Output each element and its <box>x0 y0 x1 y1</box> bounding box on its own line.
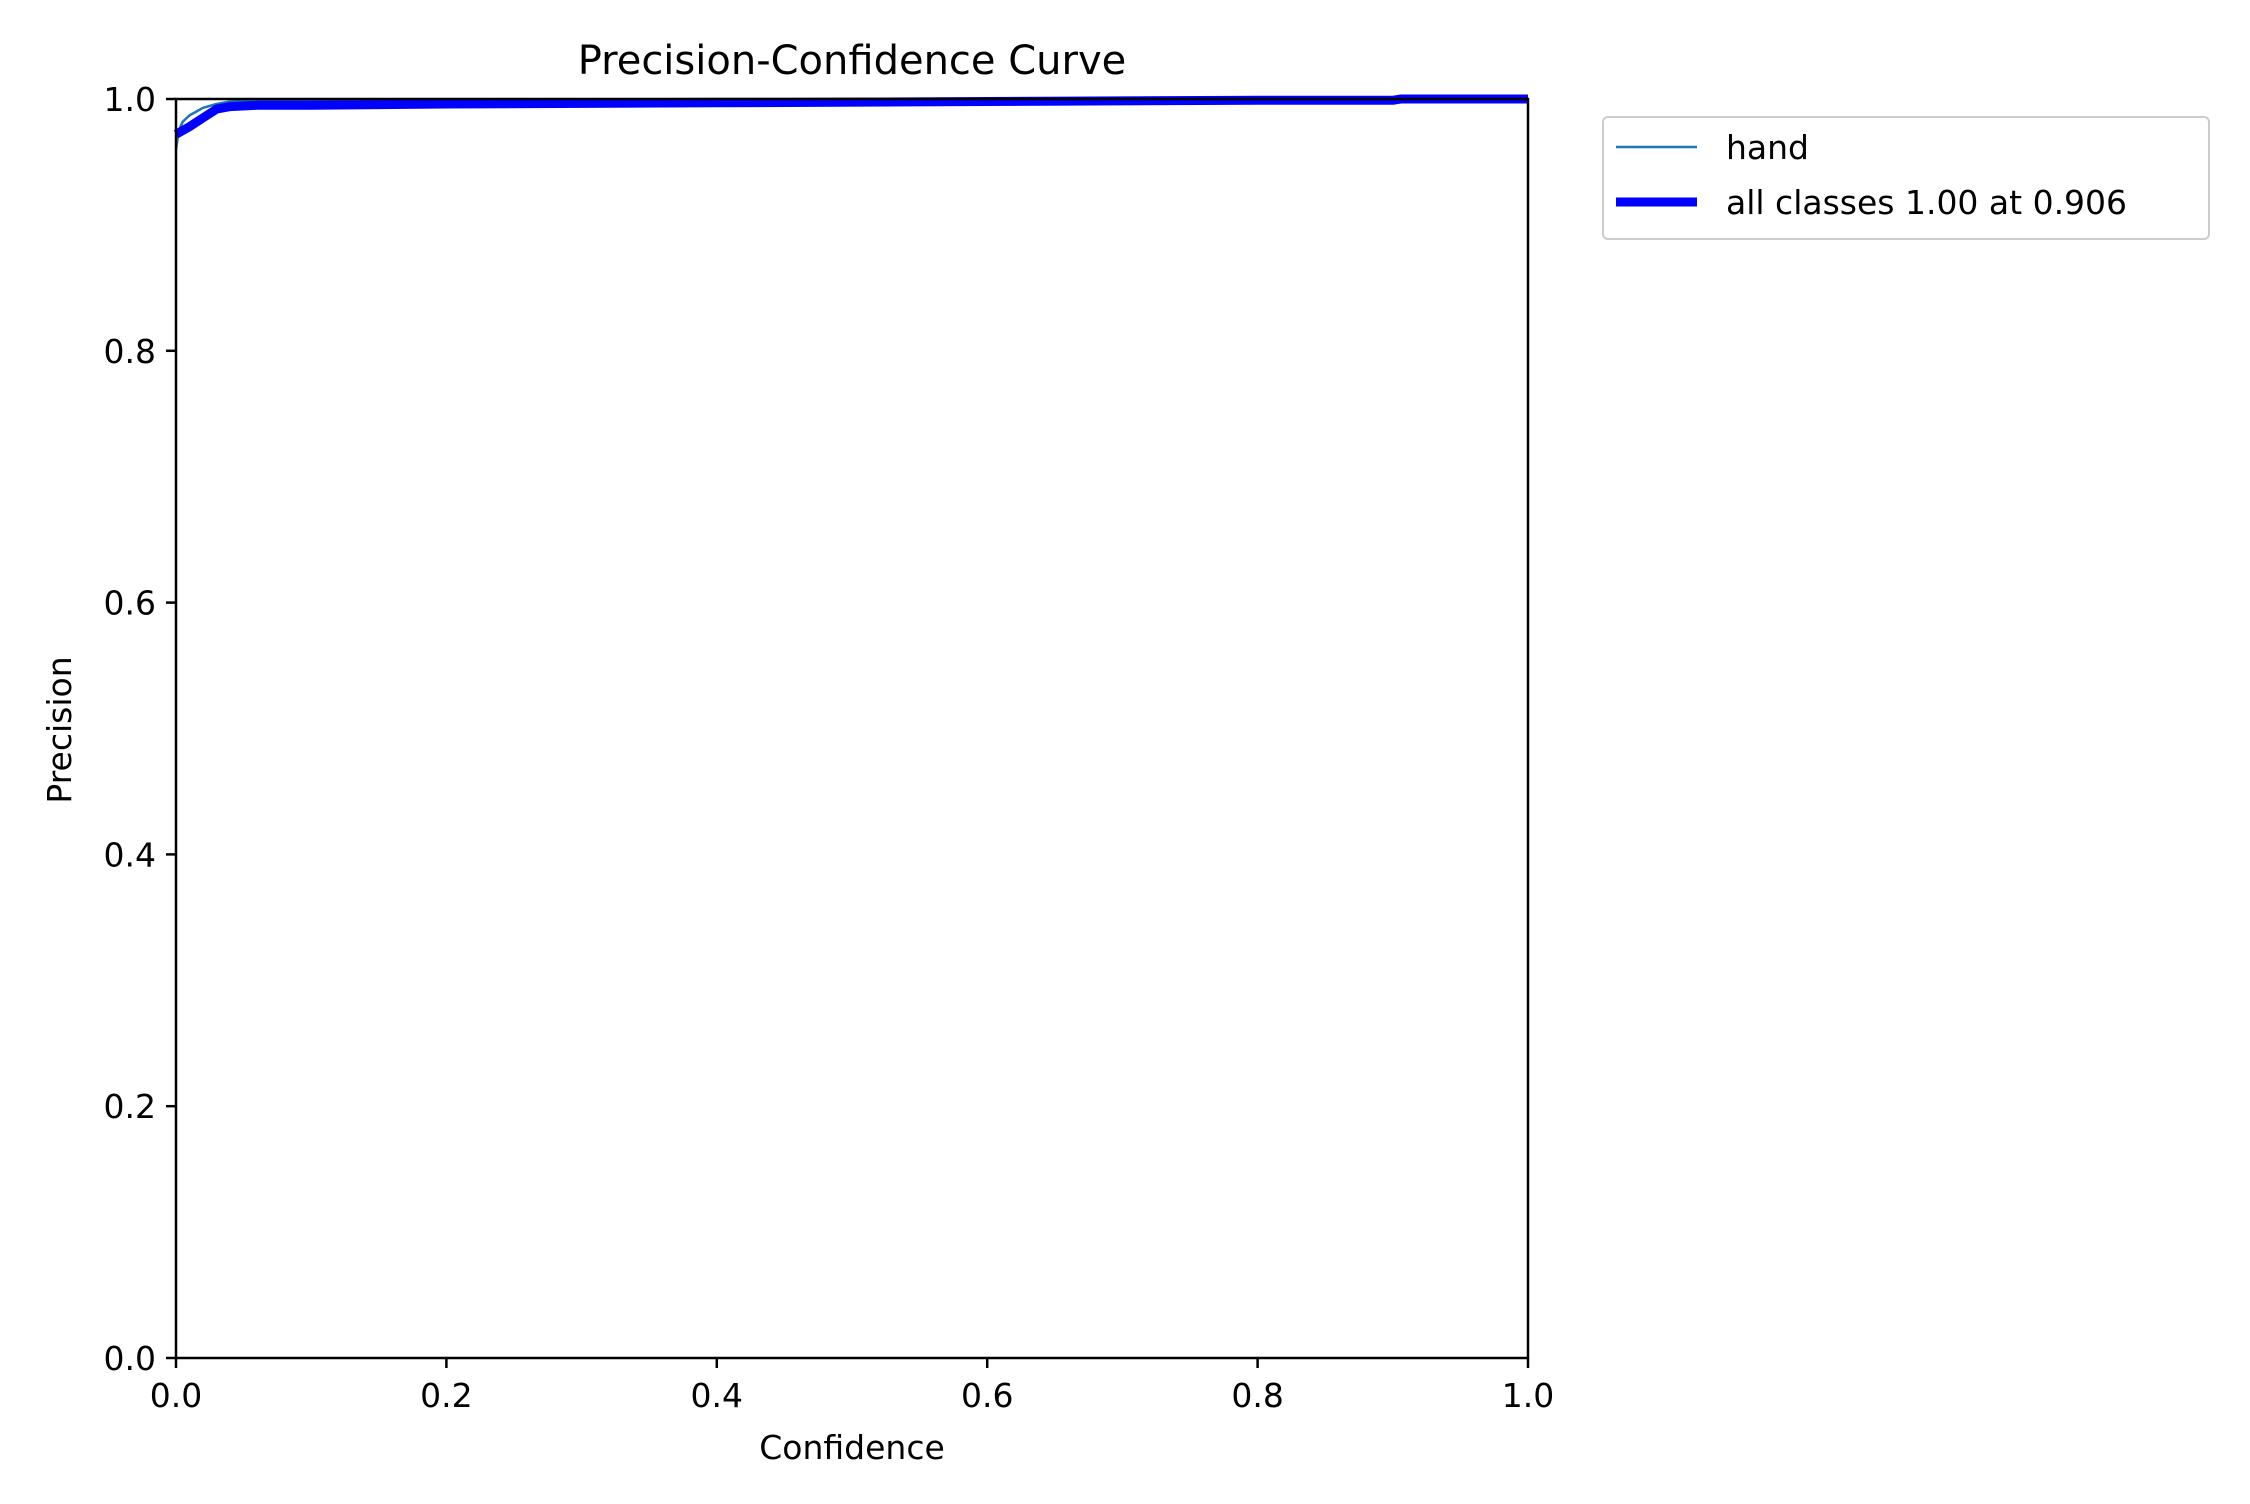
x-tick-label: 0.0 <box>150 1376 202 1415</box>
y-tick-label: 0.2 <box>104 1087 156 1126</box>
series-layer <box>173 94 1528 150</box>
y-axis-ticks: 0.0 0.2 0.4 0.6 0.8 1.0 <box>104 80 176 1378</box>
y-tick-label: 1.0 <box>104 80 156 119</box>
x-axis-label: Confidence <box>759 1428 945 1467</box>
legend: hand all classes 1.00 at 0.906 <box>1602 116 2210 240</box>
y-tick-label: 0.6 <box>104 584 156 623</box>
y-tick-label: 0.0 <box>104 1339 156 1378</box>
x-tick-label: 1.0 <box>1502 1376 1554 1415</box>
y-tick-label: 0.4 <box>104 835 156 874</box>
y-tick-label: 0.8 <box>104 332 156 371</box>
legend-box <box>1602 116 2210 240</box>
x-axis-ticks: 0.0 0.2 0.4 0.6 0.8 1.0 <box>150 1358 1554 1415</box>
legend-label-all-classes: all classes 1.00 at 0.906 <box>1726 183 2127 222</box>
y-axis-label: Precision <box>40 656 79 803</box>
plot-frame <box>174 97 1530 1360</box>
x-tick-label: 0.6 <box>961 1376 1013 1415</box>
x-tick-label: 0.8 <box>1231 1376 1283 1415</box>
legend-label-hand: hand <box>1726 128 1809 167</box>
chart-title: Precision-Confidence Curve <box>578 38 1127 84</box>
series-line-all-classes <box>173 94 1528 139</box>
x-tick-label: 0.4 <box>691 1376 743 1415</box>
x-tick-label: 0.2 <box>420 1376 472 1415</box>
